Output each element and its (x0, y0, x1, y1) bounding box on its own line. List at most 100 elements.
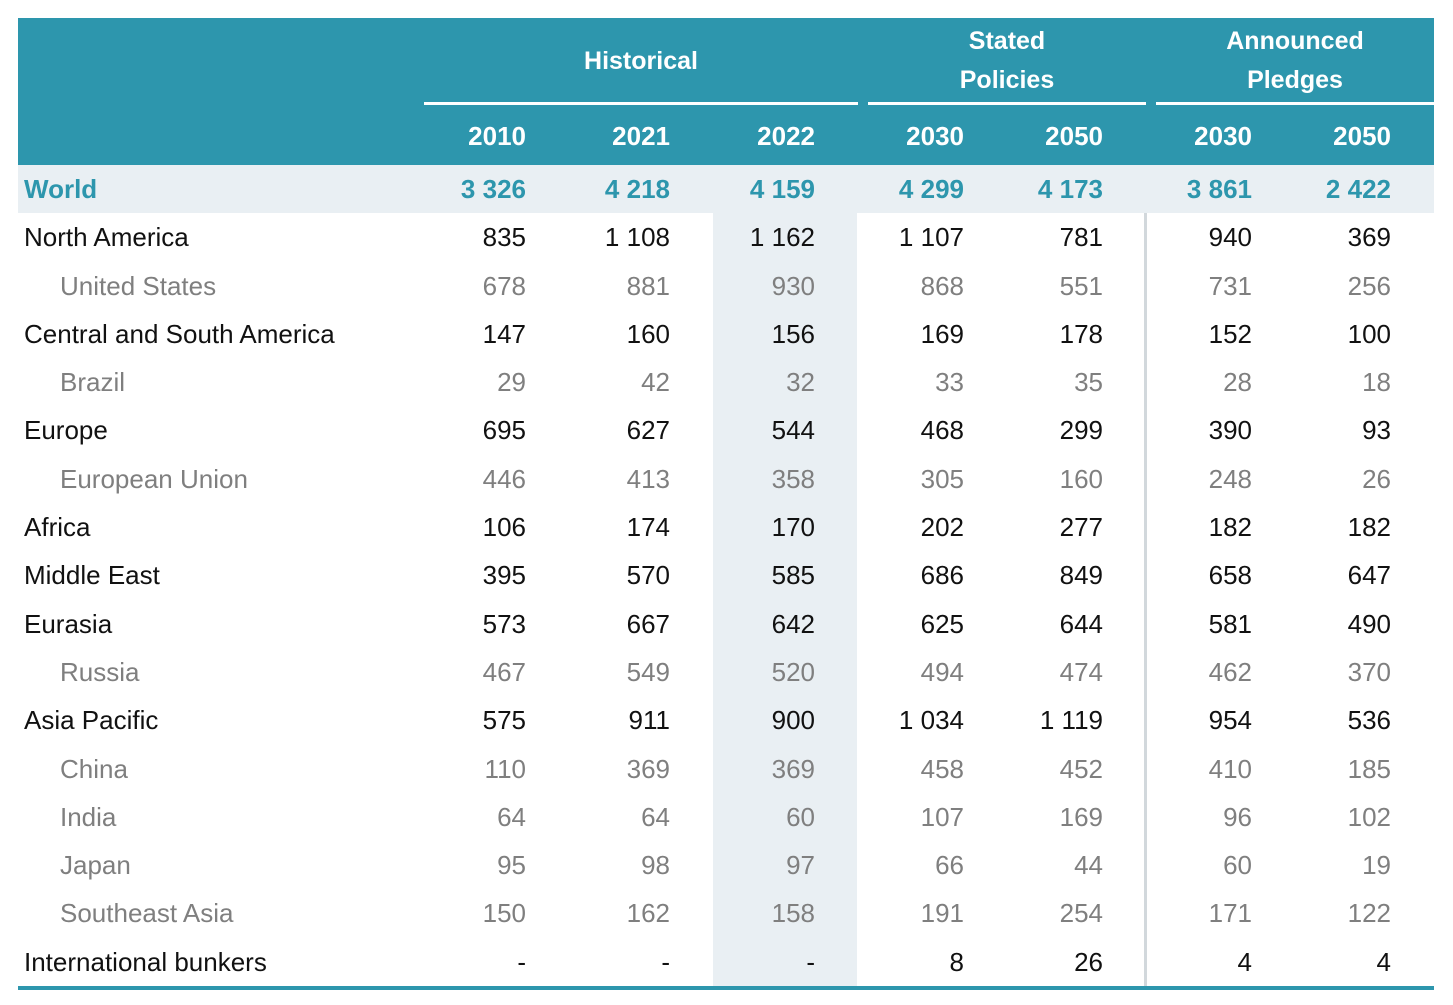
table-cell: 174 (626, 512, 670, 543)
table-cell: 4 159 (749, 174, 815, 204)
table-cell: 64 (641, 801, 670, 832)
table-bottom-rule (18, 986, 1434, 991)
table-cell: 106 (482, 512, 526, 543)
table-cell: 182 (1208, 512, 1252, 543)
table-cell: 1 119 (1039, 705, 1103, 736)
data-table: Historical Stated Policies Announced Pledg… (18, 18, 1434, 991)
table-cell: 647 (1347, 560, 1391, 591)
table-cell: 4 218 (604, 174, 670, 204)
table-cell: 122 (1347, 898, 1391, 929)
column-2022-shading (713, 213, 857, 987)
table-cell: 277 (1059, 512, 1103, 543)
table-cell: 171 (1208, 898, 1252, 929)
table-row: Brazil 29 42 32 33 35 28 18 (18, 358, 1434, 406)
table-cell: 169 (920, 318, 964, 349)
table-body: World 3 326 4 218 4 159 4 299 4 173 3 861 2 422… (18, 165, 1434, 991)
table-row: Africa 106 174 170 202 277 182 182 (18, 503, 1434, 551)
table-cell: 42 (641, 367, 670, 398)
table-cell: 158 (771, 898, 815, 929)
table-cell: 900 (771, 705, 815, 736)
table-cell: 305 (920, 463, 964, 494)
table-header: Historical Stated Policies Announced Pledg… (18, 18, 1434, 165)
row-label: India (60, 801, 117, 832)
year-header: 2010 (468, 121, 526, 151)
table-cell: 3 861 (1186, 174, 1252, 204)
table-cell: 4 (1237, 946, 1252, 977)
row-label: International bunkers (24, 946, 267, 977)
table-cell: 1 034 (898, 705, 964, 736)
table-cell: 369 (771, 753, 815, 784)
table-cell: 446 (482, 463, 526, 494)
table-cell: - (806, 946, 815, 977)
table-cell: 868 (920, 270, 964, 301)
table-cell: 585 (771, 560, 815, 591)
table-cell: 410 (1208, 753, 1252, 784)
row-label: Middle East (24, 560, 160, 591)
table-cell: 678 (482, 270, 526, 301)
table-cell: 95 (497, 850, 526, 881)
table-cell: 881 (626, 270, 670, 301)
table-cell: 731 (1208, 270, 1252, 301)
table-cell: 110 (484, 753, 526, 784)
table-cell: 64 (497, 801, 526, 832)
row-label: Russia (60, 656, 140, 687)
table-cell: 160 (1059, 463, 1103, 494)
table-cell: 490 (1347, 608, 1391, 639)
row-label: Asia Pacific (24, 705, 159, 736)
table-cell: 191 (920, 898, 964, 929)
table-cell: 100 (1347, 318, 1391, 349)
table-cell: 494 (920, 656, 964, 687)
row-label: Central and South America (24, 318, 335, 349)
group-underline (1156, 102, 1434, 105)
table-cell: 254 (1059, 898, 1103, 929)
table-cell: 18 (1362, 367, 1391, 398)
table-row: World 3 326 4 218 4 159 4 299 4 173 3 861 2 422 (18, 165, 1434, 214)
table-cell: 107 (920, 801, 964, 832)
table-cell: 3 326 (460, 174, 526, 204)
table-cell: 150 (482, 898, 526, 929)
table-cell: 395 (482, 560, 526, 591)
row-label: Africa (24, 512, 91, 543)
table-cell: 644 (1059, 608, 1103, 639)
table-cell: 1 107 (898, 222, 964, 253)
table-cell: 28 (1223, 367, 1252, 398)
table-cell: 66 (935, 850, 964, 881)
table-row: China 110 369 369 458 452 410 185 (18, 745, 1434, 793)
table-row: International bunkers - - -8 26 4 4 (18, 938, 1434, 986)
table-cell: 570 (626, 560, 670, 591)
table-cell: 474 (1059, 656, 1103, 687)
table-cell: 97 (786, 850, 815, 881)
table-cell: 156 (771, 318, 815, 349)
table-cell: 520 (771, 656, 815, 687)
table-cell: 849 (1059, 560, 1103, 591)
table-cell: 29 (497, 367, 526, 398)
table-row: Central and South America 147 160 156 169 178… (18, 310, 1434, 358)
table-cell: - (517, 946, 526, 977)
table-cell: 60 (1223, 850, 1252, 881)
table-cell: 202 (920, 512, 964, 543)
table-cell: 627 (626, 415, 670, 446)
table-cell: 642 (771, 608, 815, 639)
table-cell: 452 (1059, 753, 1103, 784)
table-cell: 536 (1347, 705, 1391, 736)
table-cell: 369 (1347, 222, 1391, 253)
table-cell: 358 (771, 463, 815, 494)
table-cell: 462 (1208, 656, 1252, 687)
table-cell: 658 (1208, 560, 1252, 591)
row-label: Eurasia (24, 608, 113, 639)
table-cell: 93 (1362, 415, 1391, 446)
table-cell: 44 (1074, 850, 1103, 881)
column-group-header: Stated Policies (959, 27, 1055, 94)
table-cell: 19 (1362, 850, 1391, 881)
row-label: European Union (60, 463, 248, 494)
year-header: 2030 (1194, 121, 1252, 151)
row-label: Japan (60, 850, 131, 881)
table-cell: 169 (1059, 801, 1103, 832)
table-cell: 369 (626, 753, 670, 784)
group-underline (424, 102, 858, 105)
table-cell: 581 (1208, 608, 1252, 639)
year-header: 2021 (612, 121, 670, 151)
table-cell: 1 162 (749, 222, 815, 253)
table-cell: 467 (482, 656, 526, 687)
table-row: United States 678 881 930 868 551 731 256 (18, 262, 1434, 310)
